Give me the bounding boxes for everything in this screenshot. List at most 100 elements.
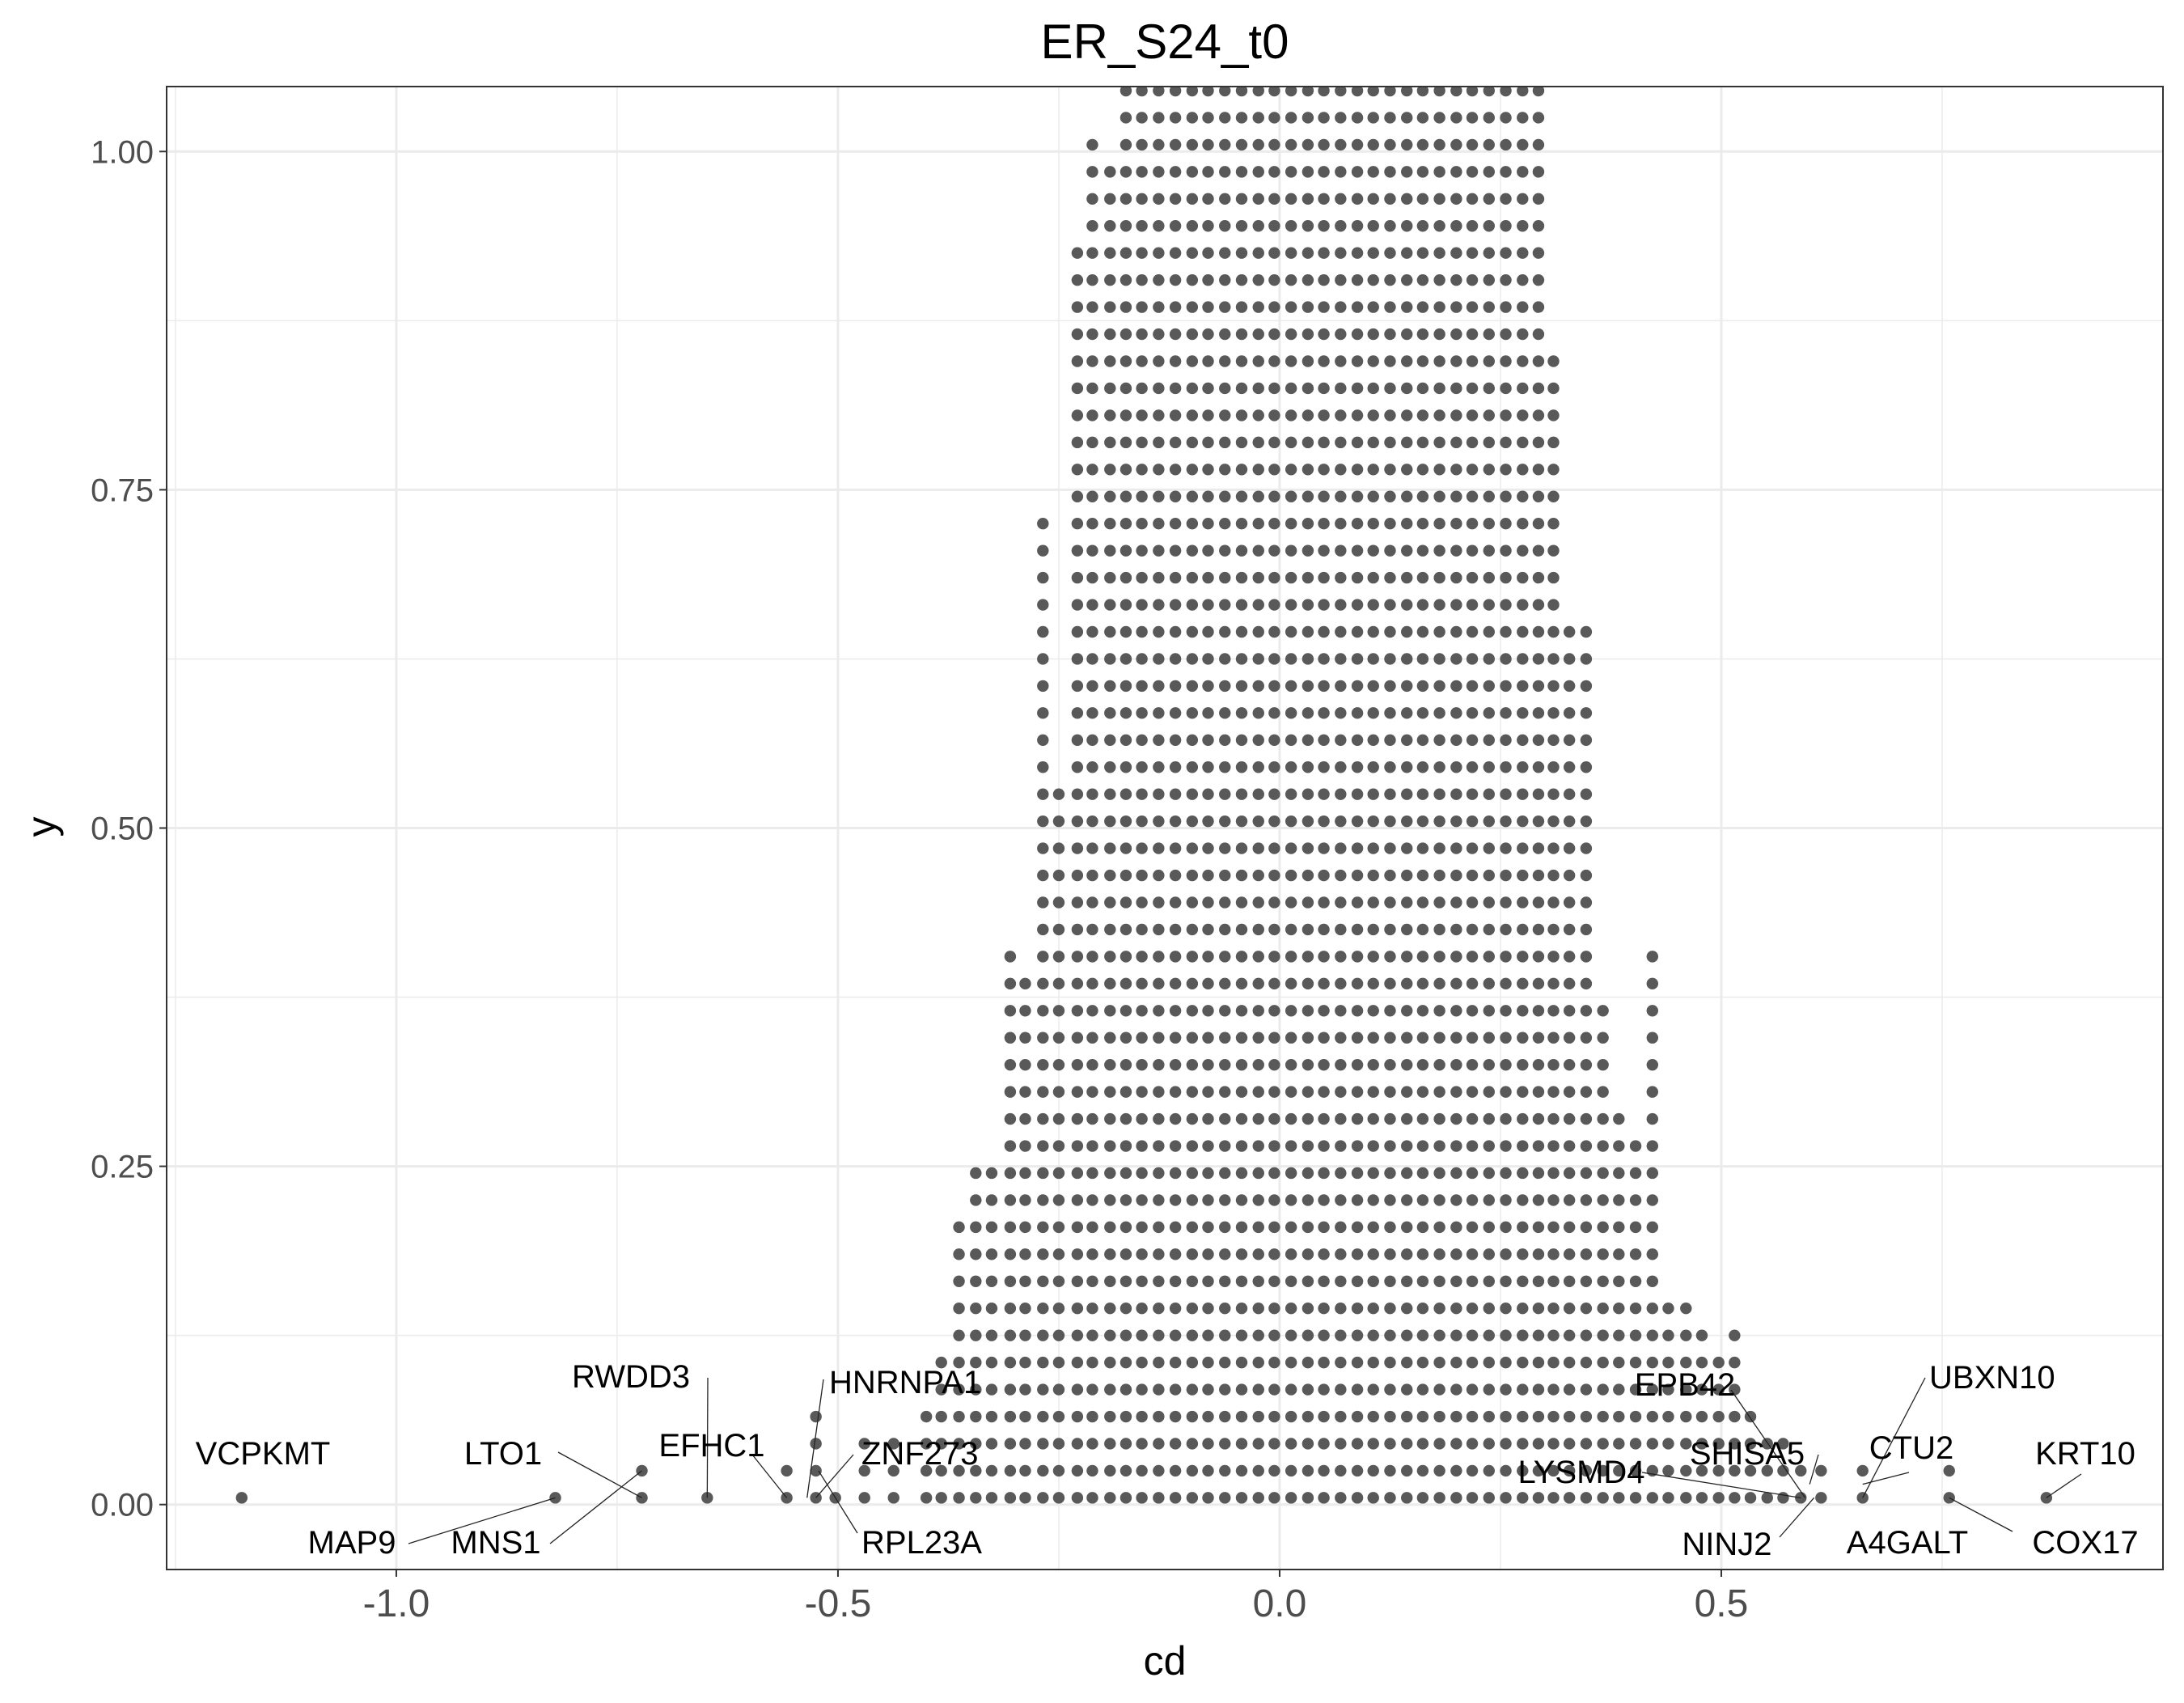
data-point [1120, 707, 1132, 719]
data-point [235, 1492, 248, 1504]
data-point [1186, 869, 1199, 882]
data-point [1169, 273, 1182, 286]
data-point [1483, 1438, 1495, 1450]
data-point [1037, 1194, 1049, 1206]
label-connector [751, 1454, 788, 1498]
data-point [1037, 680, 1049, 693]
data-point [1532, 1410, 1545, 1423]
data-point [1186, 571, 1199, 584]
data-point [1136, 382, 1148, 395]
data-point [1335, 1464, 1347, 1477]
data-point [1466, 1112, 1479, 1125]
data-point [1351, 273, 1364, 286]
data-point [1450, 1329, 1462, 1341]
data-point [1302, 734, 1314, 746]
data-point [1285, 166, 1297, 178]
data-point [1367, 1112, 1379, 1125]
data-point [1086, 869, 1098, 882]
data-point [1680, 1356, 1692, 1369]
data-point [1019, 1492, 1031, 1504]
data-point [1186, 273, 1199, 286]
data-point [1104, 1005, 1116, 1017]
data-point [1120, 1140, 1132, 1152]
data-point [1401, 1356, 1413, 1369]
data-point [1153, 273, 1165, 286]
data-point [1777, 1438, 1789, 1450]
data-point [1500, 599, 1512, 611]
data-point [1071, 544, 1084, 557]
data-point [1252, 166, 1264, 178]
data-point [1401, 842, 1413, 854]
data-point [1517, 112, 1529, 124]
data-point [1483, 1275, 1495, 1287]
data-point [1285, 842, 1297, 854]
data-point [1186, 1058, 1199, 1071]
data-point [1483, 328, 1495, 341]
data-point [1219, 951, 1231, 963]
data-point [1120, 220, 1132, 232]
data-point [1136, 1005, 1148, 1017]
data-point [1547, 869, 1560, 882]
data-point [1416, 1140, 1429, 1152]
data-point [1004, 1303, 1017, 1315]
annotation-layer: VCPKMTMAP9LTO1MNS1RWDD3EFHC1HNRNPA1ZNF27… [196, 1359, 2139, 1562]
data-point [1202, 464, 1214, 476]
data-point [1086, 1438, 1098, 1450]
data-point [970, 1275, 982, 1287]
data-point [1004, 1005, 1017, 1017]
data-point [1252, 923, 1264, 936]
data-point [1052, 1032, 1065, 1044]
data-point [1202, 328, 1214, 341]
data-point [1186, 112, 1199, 124]
data-point [970, 1464, 982, 1477]
data-point [970, 1492, 982, 1504]
data-point [1235, 1303, 1248, 1315]
data-point [1136, 87, 1148, 97]
data-point [1037, 734, 1049, 746]
data-point [1712, 1383, 1725, 1396]
data-point [1384, 734, 1396, 746]
data-point [1335, 273, 1347, 286]
data-point [1416, 1410, 1429, 1423]
data-point [1450, 1410, 1462, 1423]
data-point [970, 1356, 982, 1369]
data-point [1384, 1275, 1396, 1287]
data-point [1450, 1383, 1462, 1396]
data-point [1086, 464, 1098, 476]
data-point [1433, 1275, 1445, 1287]
data-point [1517, 951, 1529, 963]
data-point [1219, 409, 1231, 422]
data-point [1547, 1167, 1560, 1180]
data-point [1500, 1410, 1512, 1423]
data-point [1500, 87, 1512, 97]
data-point [1500, 220, 1512, 232]
data-point [1302, 193, 1314, 205]
data-point [1136, 869, 1148, 882]
gene-label: VCPKMT [196, 1436, 331, 1472]
data-point [1169, 1464, 1182, 1477]
data-point [1052, 923, 1065, 936]
data-point [1367, 112, 1379, 124]
data-point [1367, 409, 1379, 422]
data-point [1517, 87, 1529, 97]
data-point [1186, 1086, 1199, 1098]
data-point [1483, 544, 1495, 557]
data-point [1500, 680, 1512, 693]
data-point [1416, 1383, 1429, 1396]
data-point [1433, 166, 1445, 178]
data-point [1071, 464, 1084, 476]
data-point [1433, 1464, 1445, 1477]
data-point [1367, 166, 1379, 178]
data-point [1037, 815, 1049, 828]
data-point [1004, 1410, 1017, 1423]
data-point [1071, 1086, 1084, 1098]
data-point [1285, 138, 1297, 151]
data-point [1169, 977, 1182, 990]
label-connector [1862, 1472, 1910, 1485]
data-point [1136, 328, 1148, 341]
data-point [1318, 193, 1330, 205]
data-point [858, 1492, 870, 1504]
data-point [1169, 1383, 1182, 1396]
data-point [1580, 1248, 1593, 1260]
data-point [1120, 490, 1132, 502]
